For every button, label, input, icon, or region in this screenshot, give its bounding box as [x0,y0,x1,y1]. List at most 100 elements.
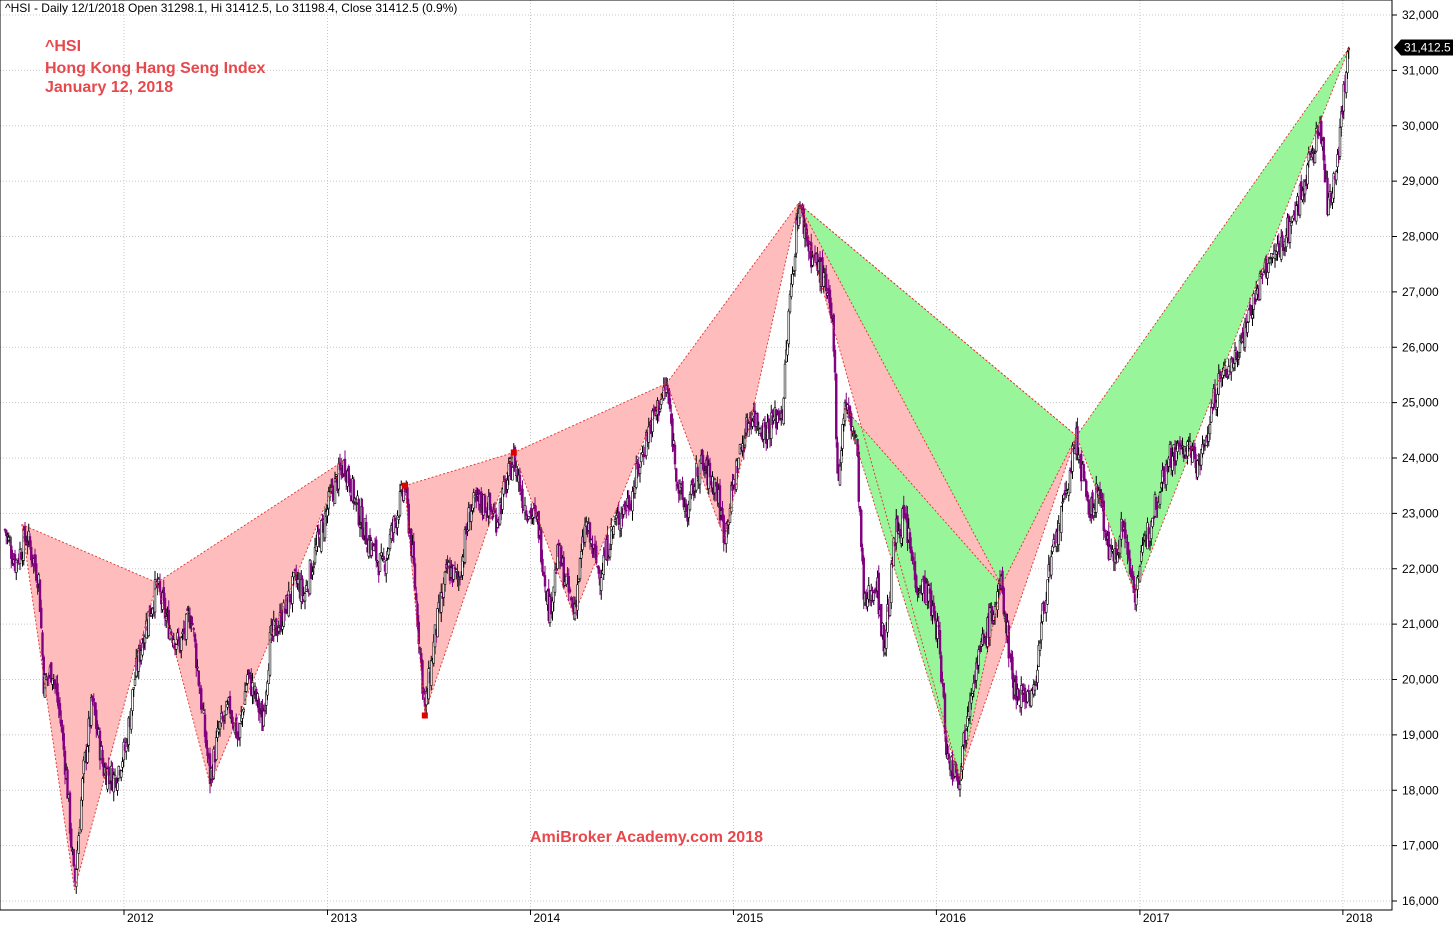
candle-body [1247,309,1250,323]
candle-body [72,849,75,867]
candle-body [1100,497,1103,500]
candle-body [703,470,707,473]
candle-body [555,572,558,574]
candle-body [185,613,188,640]
candle-body [1125,536,1128,539]
candle-body [513,447,517,472]
candle-body [1217,373,1220,395]
candle-body [696,467,699,477]
candle-body [1186,441,1189,457]
candle-body [580,551,583,559]
candle-body [262,710,265,727]
candle-body [1178,443,1182,447]
candle-body [1068,470,1072,494]
candle-body [673,444,677,465]
candle-body [526,518,529,522]
candle-body [120,770,123,778]
y-tick-label: 28,000 [1402,230,1439,244]
candle-body [175,644,178,650]
candle-body [567,575,570,593]
candle-body [50,662,53,683]
candle-body [1315,128,1318,152]
candle-body [246,674,249,684]
candle-body [833,349,837,373]
y-tick-label: 20,000 [1402,673,1439,687]
candle-body [281,625,284,630]
y-tick-label: 16,000 [1402,894,1439,908]
bearish-pattern [21,524,157,890]
x-tick-label: 2012 [127,911,154,925]
candle-body [1165,463,1168,485]
pivot-marker [510,449,517,456]
candle-body [640,453,643,463]
candle-body [787,310,790,345]
candle-body [1218,371,1222,379]
candle-body [1038,642,1042,651]
candle-body [793,256,797,272]
candle-body [436,608,439,638]
candle-body [698,460,702,485]
candle-body [311,571,314,576]
candle-body [203,714,207,737]
candle-body [158,581,162,592]
candle-body [291,576,294,604]
candle-body [196,666,199,669]
candle-body [685,503,688,512]
candle-body [521,488,524,509]
candle-body [941,678,944,682]
candle-body [691,479,694,483]
candle-body [942,682,945,698]
candle-body [825,273,828,292]
candle-body [107,766,110,776]
candle-body [1095,483,1098,513]
pattern-base-line [156,460,344,583]
candle-body [1271,256,1274,259]
candle-body [675,468,678,482]
candle-body [352,479,355,504]
bullish-pattern-outline [1076,48,1350,595]
candle-body [63,750,67,775]
candle-body [375,539,378,561]
candle-body [197,670,200,686]
candle-body [898,528,902,539]
candle-body [415,592,418,601]
candle-body [1313,153,1317,163]
candle-body [20,552,23,560]
candle-body [862,557,865,600]
candle-body [577,578,580,582]
candle-body [191,622,194,625]
candle-body [1336,154,1339,168]
pivot-marker [401,482,408,489]
candle-body [320,520,323,552]
candle-body [1128,558,1132,575]
candle-body [361,506,364,538]
candle-body [1202,444,1205,448]
candle-body [292,572,295,578]
candle-body [638,467,642,474]
candle-body [303,593,307,602]
candle-body [965,730,968,741]
candle-body [378,553,382,572]
candle-body [357,498,360,526]
candle-body [1188,440,1192,449]
candle-body [1035,683,1038,686]
candle-body [186,608,189,611]
candle-body [1158,492,1162,505]
candle-body [501,488,504,510]
candle-body [1062,494,1065,499]
candle-body [668,398,672,409]
candle-body [1171,455,1174,471]
candle-body [911,552,914,561]
candle-body [192,628,195,630]
candle-body [335,474,338,477]
candle-body [1020,685,1023,708]
candle-body [1268,258,1272,264]
y-tick-label: 19,000 [1402,728,1439,742]
candle-body [101,749,104,764]
candle-body [608,549,612,558]
candle-body [1135,589,1138,606]
candle-body [1060,506,1063,534]
annotation-date: January 12, 2018 [45,79,174,96]
candle-body [68,792,72,834]
candle-body [937,625,940,628]
